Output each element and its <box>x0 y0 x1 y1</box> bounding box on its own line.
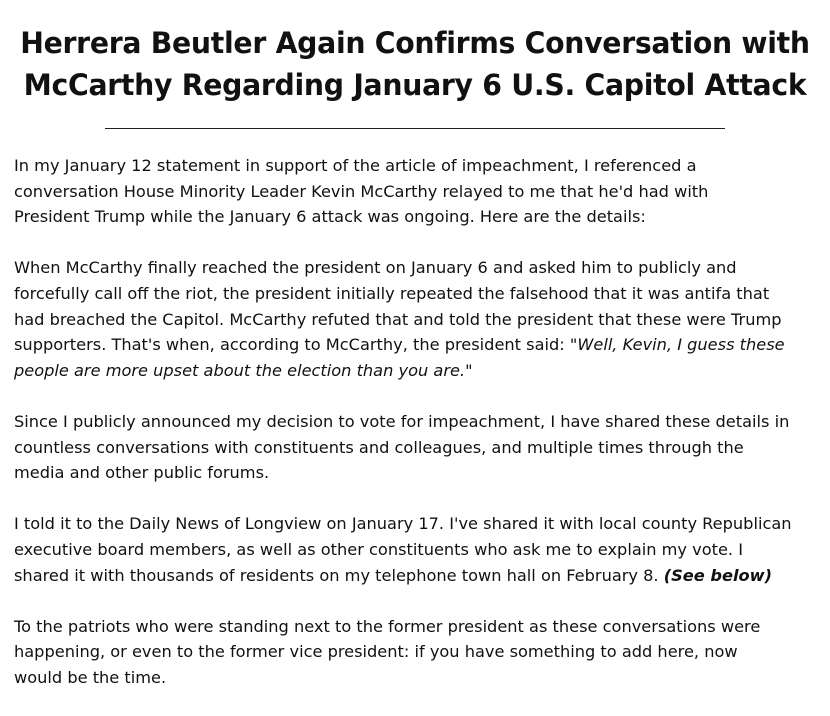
paragraph-1: In my January 12 statement in support of… <box>14 153 820 230</box>
paragraph-line: countless conversations with constituent… <box>14 437 744 457</box>
paragraph-line: Since I publicly announced my decision t… <box>14 411 790 431</box>
paragraph-line: When McCarthy finally reached the presid… <box>14 258 737 278</box>
paragraph-line: To the patriots who were standing next t… <box>14 616 761 636</box>
paragraph-line: executive board members, as well as othe… <box>14 539 743 559</box>
paragraph-text: shared it with thousands of residents on… <box>14 565 664 585</box>
statement-body: In my January 12 statement in support of… <box>14 153 820 716</box>
title-divider <box>105 128 725 129</box>
paragraph-text: supporters. That's when, according to Mc… <box>14 335 570 355</box>
paragraph-line: supporters. That's when, according to Mc… <box>14 332 820 358</box>
paragraph-line: forcefully call off the riot, the presid… <box>14 283 770 303</box>
trump-quote-end: people are more upset about the election… <box>14 360 473 380</box>
paragraph-line: happening, or even to the former vice pr… <box>14 642 738 662</box>
paragraph-line: President Trump while the January 6 atta… <box>14 207 646 227</box>
title-line-2: McCarthy Regarding January 6 U.S. Capito… <box>23 68 807 102</box>
title-line-1: Herrera Beutler Again Confirms Conversat… <box>20 26 810 60</box>
paragraph-4: I told it to the Daily News of Longview … <box>14 511 820 588</box>
paragraph-line: shared it with thousands of residents on… <box>14 563 820 589</box>
paragraph-5: To the patriots who were standing next t… <box>14 614 820 691</box>
paragraph-2: When McCarthy finally reached the presid… <box>14 255 820 383</box>
paragraph-line: would be the time. <box>14 667 167 687</box>
paragraph-line: had breached the Capitol. McCarthy refut… <box>14 309 782 329</box>
see-below-note: (See below) <box>663 565 772 585</box>
paragraph-3: Since I publicly announced my decision t… <box>14 409 820 486</box>
paragraph-line: I told it to the Daily News of Longview … <box>14 514 792 534</box>
page-title: Herrera Beutler Again Confirms Conversat… <box>0 22 830 106</box>
paragraph-line: media and other public forums. <box>14 463 270 483</box>
paragraph-line: In my January 12 statement in support of… <box>14 156 697 175</box>
trump-quote-start: "Well, Kevin, I guess these <box>569 335 785 355</box>
paragraph-line: conversation House Minority Leader Kevin… <box>14 181 709 201</box>
